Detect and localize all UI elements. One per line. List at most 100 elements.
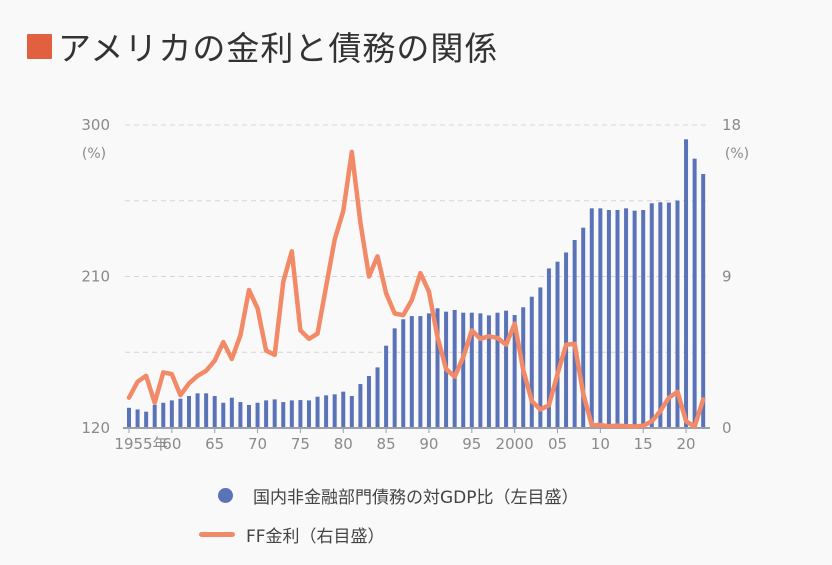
left-axis-unit: (%): [82, 146, 106, 162]
legend: 国内非金融部門債務の対GDP比（左目盛） FF金利（右目盛）: [199, 480, 579, 558]
bar: [469, 312, 474, 428]
bar: [684, 139, 689, 428]
left-axis-tick-label: 300: [81, 116, 110, 134]
x-tick-label: 15: [634, 435, 653, 453]
x-tick-label: 80: [334, 435, 353, 453]
bar: [666, 202, 671, 428]
bar: [426, 313, 431, 428]
bar: [495, 312, 500, 428]
bar: [238, 402, 243, 428]
x-tick-label: 70: [248, 435, 267, 453]
bar: [401, 319, 406, 428]
bar: [349, 396, 354, 428]
chart-title-text: アメリカの金利と債務の関係: [58, 29, 499, 68]
bar: [204, 393, 209, 428]
bar: [161, 402, 166, 428]
x-tick-label: 75: [291, 435, 310, 453]
bar: [624, 208, 629, 428]
legend-label-ff: FF金利（右目盛）: [246, 526, 385, 547]
gridlines: [125, 124, 710, 353]
bar: [366, 375, 371, 428]
bar: [281, 402, 286, 428]
bar: [152, 404, 157, 428]
bar: [409, 316, 414, 428]
bar: [229, 397, 234, 428]
bar: [478, 313, 483, 428]
bar: [212, 396, 217, 428]
bar: [692, 158, 697, 428]
bar: [392, 328, 397, 428]
bar: [675, 200, 680, 428]
right-axis-tick-label: 0: [722, 419, 732, 437]
x-tick-label: 2000: [496, 435, 534, 453]
right-axis-tick-label: 9: [722, 268, 732, 286]
bar: [144, 411, 149, 428]
legend-item-ff: FF金利（右目盛）: [199, 519, 579, 549]
x-tick-label: 65: [205, 435, 224, 453]
bar: [486, 315, 491, 428]
bar: [127, 407, 131, 428]
bar: [546, 268, 551, 428]
bar: [452, 309, 457, 428]
right-axis-unit: (%): [725, 146, 749, 162]
ff-rate-line: [126, 149, 706, 429]
x-tick-label: 20: [677, 435, 696, 453]
bar: [461, 312, 466, 428]
bar: [555, 261, 560, 428]
bar: [418, 316, 423, 428]
bar: [324, 395, 329, 428]
bar: [512, 315, 517, 428]
bar: [298, 400, 303, 428]
bar: [538, 287, 543, 428]
bar: [529, 296, 534, 428]
x-tick-label: 05: [548, 435, 567, 453]
legend-item-debt: 国内非金融部門債務の対GDP比（左目盛）: [205, 480, 579, 510]
bar: [306, 400, 311, 428]
bar: [572, 239, 577, 428]
title-marker-icon: [27, 33, 52, 59]
bar: [649, 203, 654, 428]
x-tick-label: 60: [162, 435, 181, 453]
x-tick-label: 95: [462, 435, 481, 453]
legend-circle-icon: [218, 487, 233, 503]
bar: [358, 384, 363, 428]
bar: [186, 396, 191, 428]
bar: [589, 208, 594, 428]
legend-line-icon: [199, 531, 235, 537]
bar: [255, 402, 260, 428]
bar: [564, 252, 569, 428]
bar: [701, 173, 706, 428]
bar: [315, 396, 320, 428]
bar: [169, 400, 174, 428]
x-axis: [123, 427, 710, 433]
bar: [332, 394, 337, 428]
x-tick-label: 85: [377, 435, 396, 453]
x-tick-label: 10: [591, 435, 610, 453]
x-tick-label: 90: [419, 435, 438, 453]
bar: [195, 393, 200, 428]
bar: [435, 308, 440, 428]
x-tick-label: 1955年: [114, 435, 167, 453]
bar: [289, 400, 294, 428]
left-axis-tick-label: 210: [81, 268, 110, 286]
right-axis-tick-label: 18: [722, 116, 741, 134]
bar: [221, 402, 226, 428]
legend-label-debt: 国内非金融部門債務の対GDP比（左目盛）: [253, 487, 579, 508]
bar: [641, 210, 646, 428]
bar: [598, 208, 603, 428]
bar: [135, 409, 140, 428]
left-axis-tick-label: 120: [81, 419, 110, 437]
bar: [264, 400, 269, 428]
bar: [504, 310, 509, 428]
bar: [658, 202, 663, 428]
bar: [606, 210, 611, 428]
chart-title: アメリカの金利と債務の関係: [27, 22, 498, 70]
bar: [272, 399, 277, 428]
bar: [581, 227, 586, 428]
debt-bars: [127, 139, 706, 428]
bar: [246, 404, 251, 428]
bar: [384, 345, 389, 428]
bar: [341, 391, 346, 428]
